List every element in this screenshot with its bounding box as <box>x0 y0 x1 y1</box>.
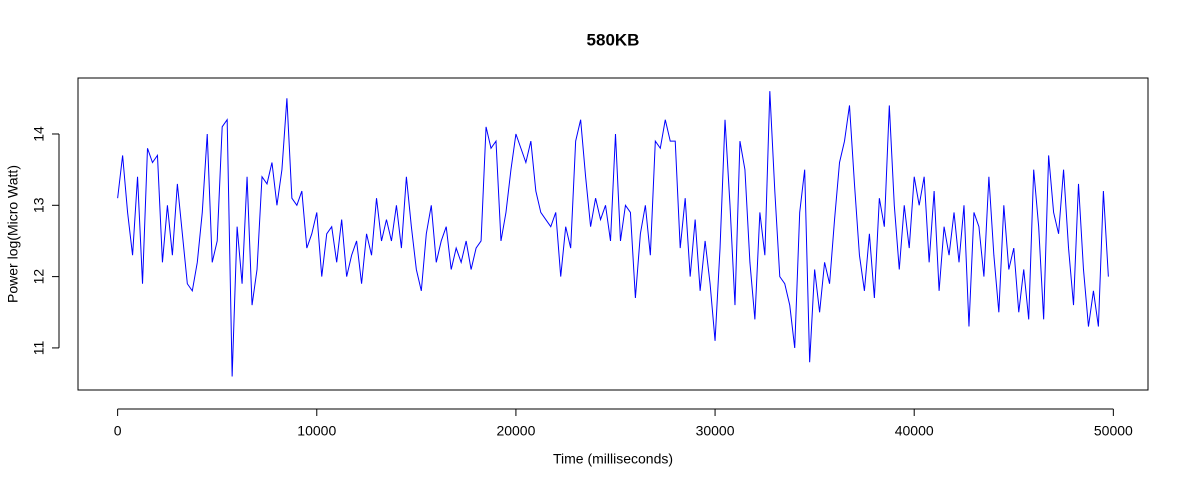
y-tick-label: 14 <box>31 126 47 142</box>
x-tick-label: 20000 <box>496 423 535 439</box>
x-tick-label: 0 <box>114 423 122 439</box>
x-tick-label: 50000 <box>1094 423 1133 439</box>
plot-frame <box>77 77 1149 391</box>
x-tick-label: 10000 <box>297 423 336 439</box>
y-axis-label: Power log(Micro Watt) <box>5 165 21 303</box>
y-tick-label: 12 <box>31 269 47 285</box>
data-line <box>117 91 1109 377</box>
y-tick-label: 11 <box>31 340 47 355</box>
y-tick-label: 13 <box>31 197 47 213</box>
x-axis-label: Time (milliseconds) <box>553 451 673 467</box>
x-tick-label: 30000 <box>696 423 735 439</box>
x-tick-label: 40000 <box>895 423 934 439</box>
chart-title: 580KB <box>587 30 640 49</box>
